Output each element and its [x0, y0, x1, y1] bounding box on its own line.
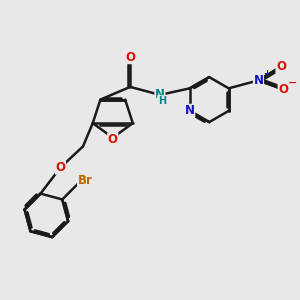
Text: Br: Br [78, 175, 92, 188]
Text: N: N [254, 74, 263, 87]
Text: O: O [56, 161, 65, 174]
Text: O: O [276, 60, 286, 73]
Text: N: N [155, 88, 165, 101]
Text: +: + [263, 69, 270, 78]
Text: O: O [108, 133, 118, 146]
Text: O: O [125, 51, 135, 64]
Text: −: − [288, 78, 298, 88]
Text: H: H [158, 96, 166, 106]
Text: N: N [185, 104, 195, 117]
Text: O: O [278, 83, 288, 96]
